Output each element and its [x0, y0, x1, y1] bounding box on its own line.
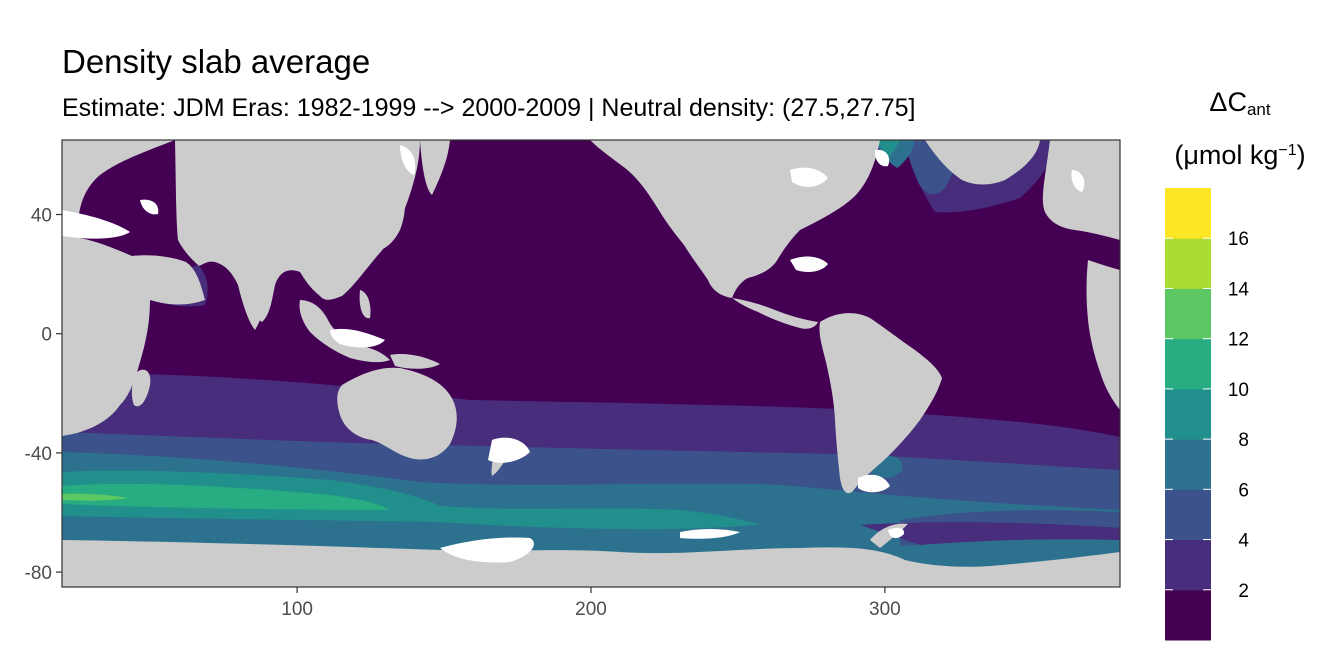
legend-label: 2 — [1238, 581, 1249, 602]
axes: 40 0 -40 -80 100 200 300 — [25, 206, 901, 621]
legend-swatch — [1165, 288, 1211, 340]
legend-swatch — [1165, 388, 1211, 440]
land-south-america — [819, 313, 942, 494]
land-antarctica — [62, 540, 1120, 587]
na-band-8-10 — [876, 140, 900, 158]
nodata-ross-ice-shelf — [440, 537, 534, 563]
legend-swatch — [1165, 238, 1211, 289]
legend-title-variable: ΔCant — [1150, 82, 1330, 130]
map-panel — [62, 140, 1120, 587]
band-12-14-patch — [62, 493, 128, 501]
y-tick-label: 40 — [31, 206, 52, 227]
x-tick-label: 300 — [869, 599, 901, 620]
legend-label: 8 — [1238, 430, 1249, 451]
weddell-low-band-2 — [860, 522, 1120, 545]
legend-label: 12 — [1228, 330, 1249, 351]
land-africa — [62, 140, 205, 436]
legend-swatch — [1165, 539, 1211, 591]
nodata-weddell — [888, 527, 905, 539]
land-japan — [378, 195, 405, 250]
nodata-ross-sea-patch — [680, 529, 740, 539]
land-philippines — [359, 290, 371, 319]
y-tick-label: -40 — [25, 444, 52, 465]
x-tick-label: 200 — [575, 599, 607, 620]
x-tick-label: 100 — [281, 599, 313, 620]
legend-label: 14 — [1228, 279, 1250, 300]
x-axis: 100 200 300 — [281, 587, 901, 620]
land-asia — [175, 140, 420, 322]
land-new-guinea — [390, 354, 440, 369]
legend-swatch — [1165, 338, 1211, 390]
legend-swatch — [1165, 188, 1211, 239]
land-kamchatka — [420, 140, 450, 195]
land-central-america — [732, 298, 818, 329]
land-southeast-asia — [299, 300, 390, 363]
y-tick-label: -80 — [25, 563, 52, 584]
nodata-argentine-shelf — [858, 474, 890, 493]
nodata-black-caspian — [140, 199, 159, 215]
legend-title-main: ΔC — [1209, 87, 1247, 117]
nodata-indonesian-seas — [330, 328, 385, 348]
nodata-baltic — [1071, 170, 1085, 192]
legend-title-unit: (μmol kg−1) — [1150, 130, 1330, 176]
chart-title: Density slab average — [62, 43, 371, 80]
chart-subtitle: Estimate: JDM Eras: 1982-1999 --> 2000-2… — [62, 94, 916, 122]
nodata-mediterranean — [62, 210, 130, 239]
legend-swatch — [1165, 589, 1211, 641]
y-tick-label: 0 — [41, 325, 52, 346]
nodata-baffin — [874, 149, 890, 167]
no-data-layer — [62, 145, 1085, 563]
legend-unit-prefix: (μmol kg — [1174, 140, 1279, 170]
legend-swatch — [1165, 439, 1211, 490]
legend-label: 10 — [1228, 380, 1249, 401]
legend-label: 6 — [1238, 480, 1249, 501]
land-west-africa-east — [1086, 260, 1120, 410]
land-india — [238, 278, 272, 330]
band-10-12 — [62, 483, 390, 510]
nodata-hudson-bay — [790, 167, 828, 187]
land-australia — [337, 367, 457, 460]
land-madagascar — [131, 369, 151, 407]
band-8-10 — [62, 470, 760, 530]
nodata-gulf-of-mexico — [790, 256, 828, 272]
nodata-sea-of-okhotsk — [400, 145, 416, 175]
land-layer — [62, 140, 1120, 587]
nodata-new-zealand-shelf — [488, 437, 530, 463]
legend-title-subscript: ant — [1246, 100, 1271, 119]
legend-colorbar: 16 14 12 10 8 6 4 2 — [1165, 188, 1249, 641]
legend-title: ΔCant (μmol kg−1) — [1150, 82, 1330, 176]
legend-swatch — [1165, 489, 1211, 541]
legend-label: 4 — [1238, 531, 1249, 552]
legend-unit-suffix: ) — [1296, 140, 1306, 170]
legend-unit-exponent: −1 — [1278, 142, 1297, 159]
land-greenland — [925, 140, 1040, 185]
y-axis: 40 0 -40 -80 — [25, 206, 62, 584]
legend-label: 16 — [1228, 229, 1249, 250]
